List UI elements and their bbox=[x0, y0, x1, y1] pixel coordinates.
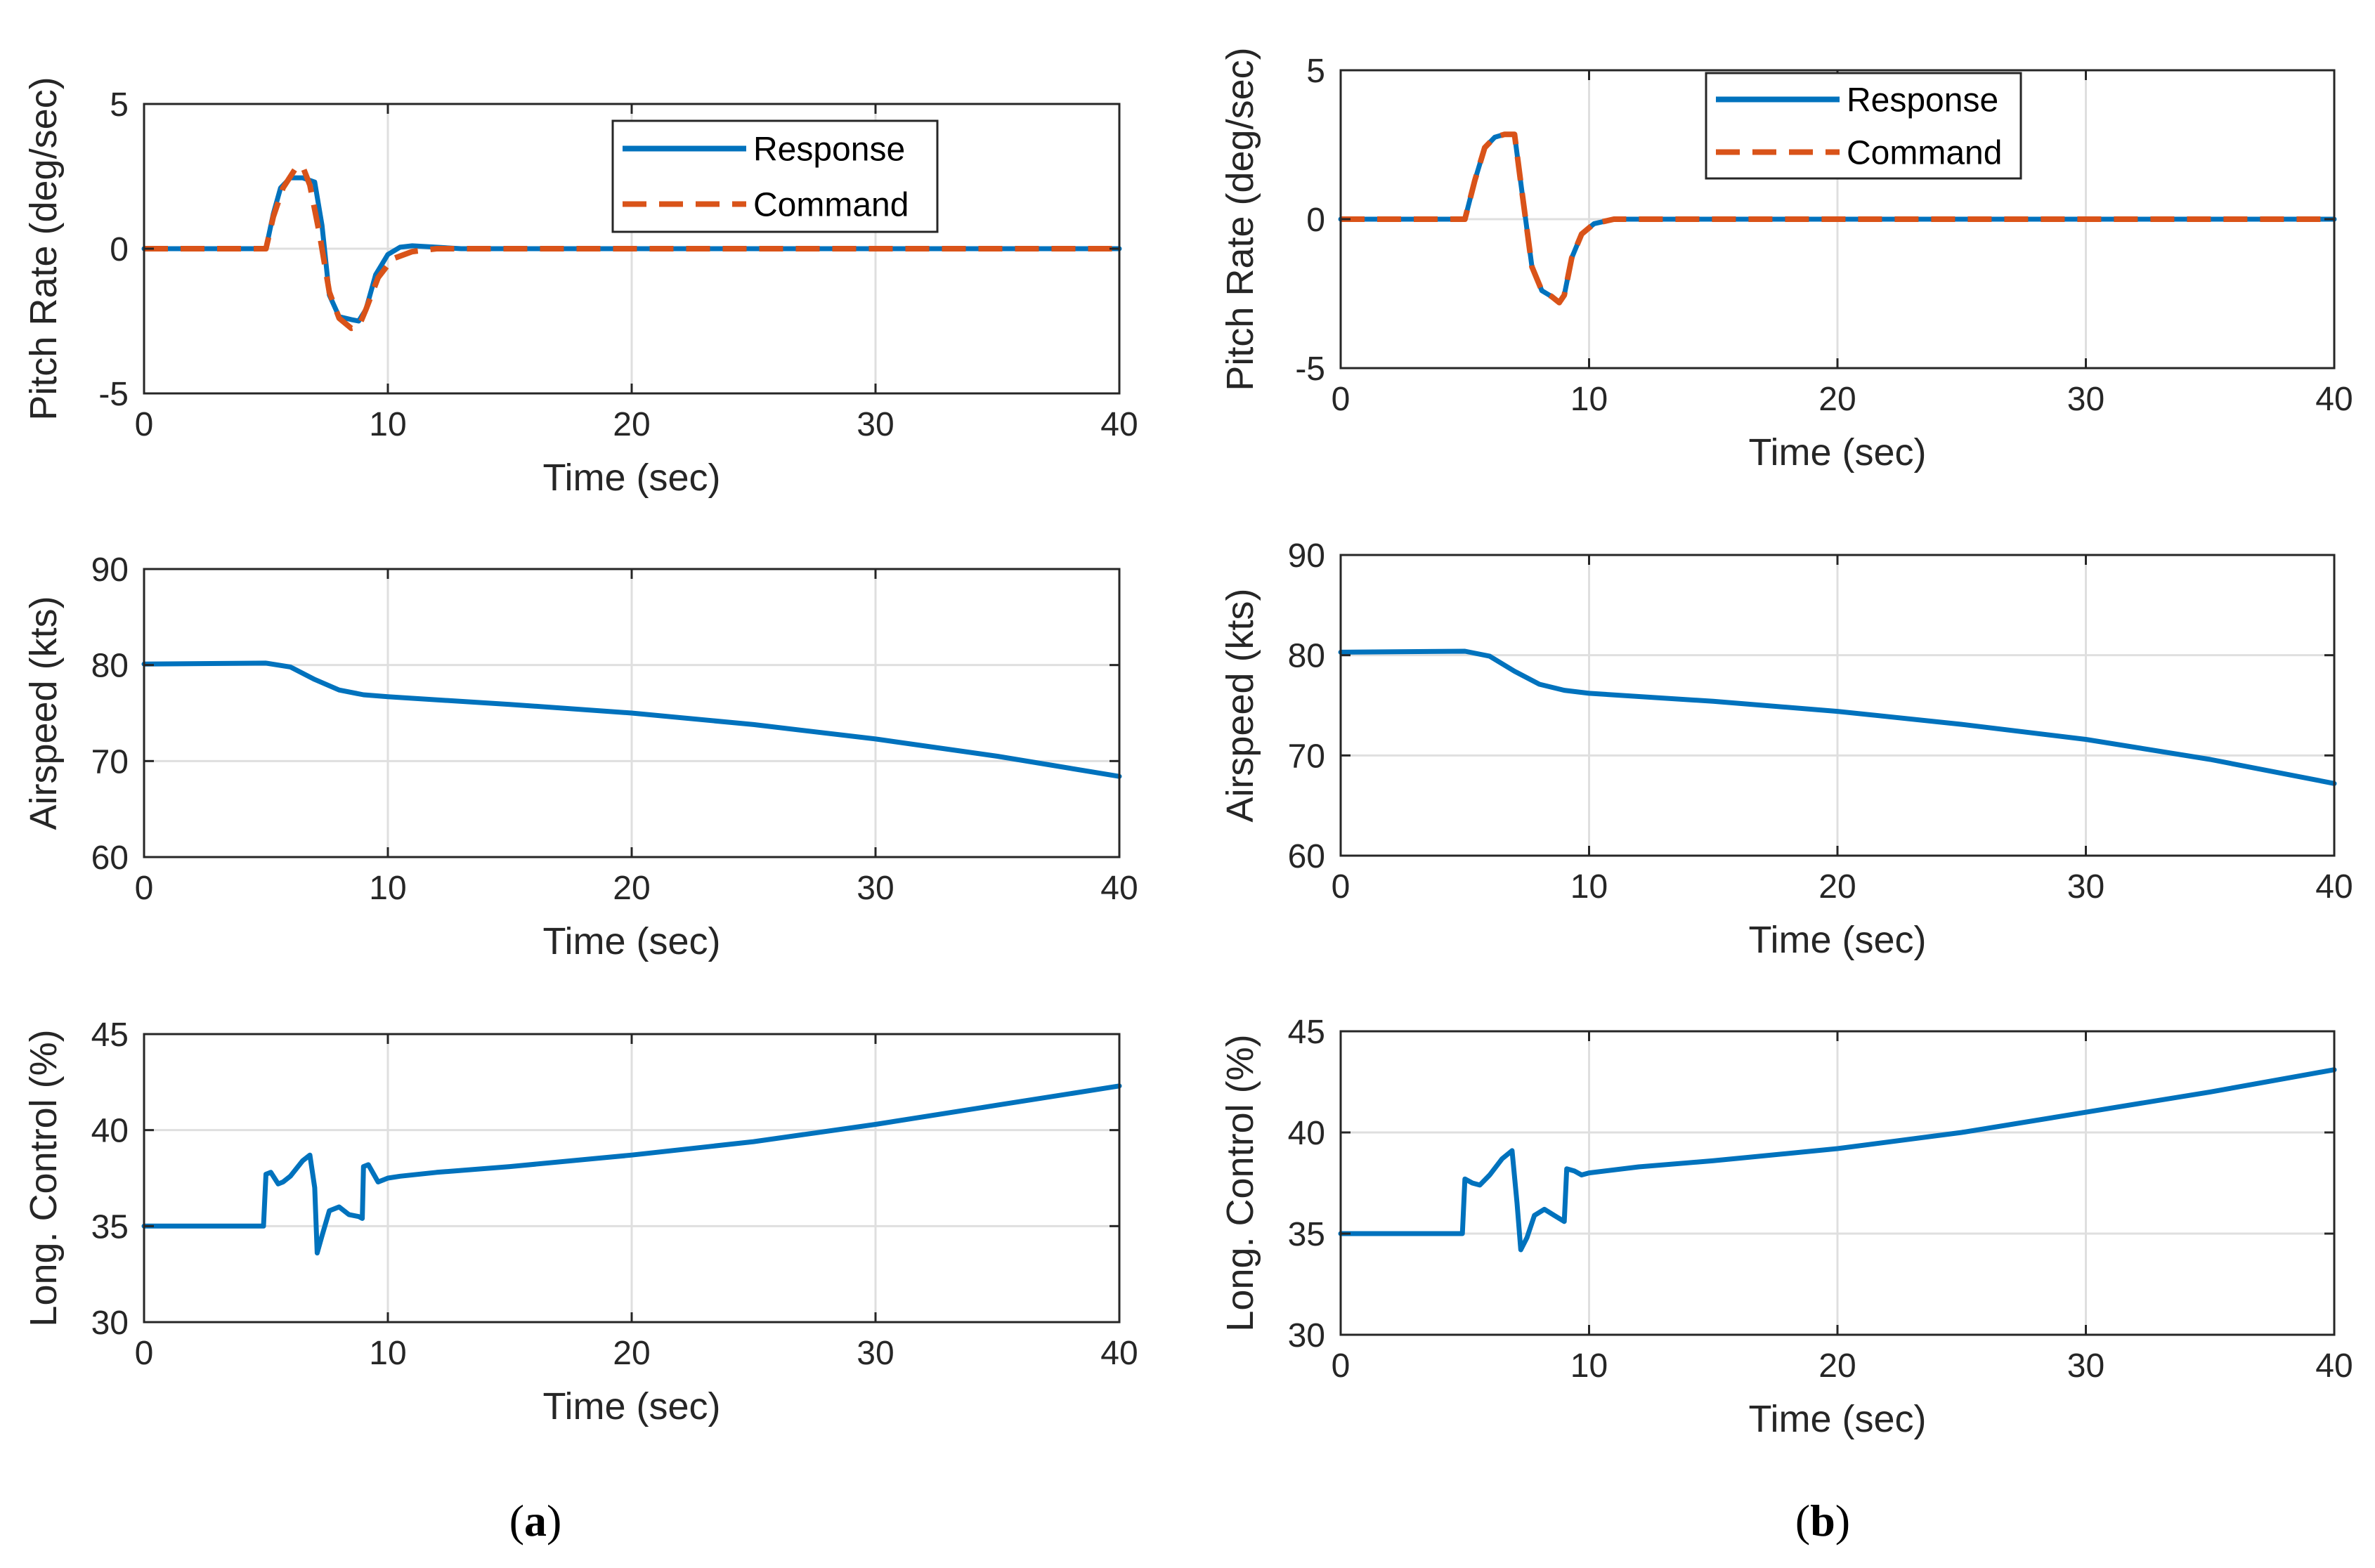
x-tick-label: 30 bbox=[2067, 868, 2104, 906]
series-line-command bbox=[144, 163, 1119, 332]
legend-label-command: Command bbox=[1847, 135, 2002, 172]
x-tick-label: 10 bbox=[1570, 868, 1608, 906]
x-tick-label: 10 bbox=[1570, 1347, 1608, 1385]
series-line-command bbox=[1341, 131, 2334, 306]
y-axis-label: Pitch Rate (deg/sec) bbox=[22, 77, 65, 420]
subplot-b3: 0 10 20 30 40 30 35 40 45 Time (sec) Long. Control… bbox=[1219, 1014, 2353, 1440]
x-tick-label: 20 bbox=[1818, 1347, 1856, 1385]
x-tick-label: 10 bbox=[1570, 381, 1608, 418]
x-tick-label: 40 bbox=[1100, 406, 1138, 443]
y-tick-label: 60 bbox=[91, 839, 129, 877]
y-tick-label: 70 bbox=[1288, 738, 1325, 775]
legend-label-response: Response bbox=[1847, 82, 1998, 119]
y-tick-label: 90 bbox=[91, 551, 129, 589]
series-line-response bbox=[141, 1083, 1122, 1256]
y-tick-label: 35 bbox=[91, 1208, 129, 1246]
series-line-response bbox=[1338, 648, 2337, 786]
y-tick-label: 45 bbox=[1288, 1014, 1325, 1051]
x-axis-label: Time (sec) bbox=[543, 1385, 721, 1427]
x-tick-label: 40 bbox=[2315, 381, 2353, 418]
x-axis-label: Time (sec) bbox=[1749, 431, 1927, 473]
x-axis-label: Time (sec) bbox=[1749, 1398, 1927, 1440]
x-tick-label: 0 bbox=[1332, 1347, 1351, 1385]
y-tick-label: 35 bbox=[1288, 1216, 1325, 1253]
y-axis-label: Long. Control (%) bbox=[22, 1029, 65, 1326]
legend: Response Command bbox=[611, 119, 939, 233]
x-tick-label: 30 bbox=[2067, 381, 2104, 418]
x-axis-label: Time (sec) bbox=[543, 920, 721, 962]
x-tick-label: 10 bbox=[369, 1335, 406, 1372]
x-tick-label: 30 bbox=[857, 1335, 894, 1372]
y-tick-label: 45 bbox=[91, 1017, 129, 1054]
x-tick-label: 0 bbox=[135, 870, 154, 907]
x-tick-label: 20 bbox=[613, 1335, 650, 1372]
x-tick-label: 0 bbox=[1332, 381, 1351, 418]
x-axis-label: Time (sec) bbox=[1749, 919, 1927, 961]
subplot-b2: 0 10 20 30 40 60 70 80 90 Time (sec) Airspeed (kts… bbox=[1219, 537, 2353, 961]
x-axis-label: Time (sec) bbox=[543, 457, 721, 499]
x-tick-label: 20 bbox=[1818, 868, 1856, 906]
y-tick-label: 30 bbox=[1288, 1317, 1325, 1354]
series-line-response bbox=[1338, 1067, 2337, 1253]
legend-label-response: Response bbox=[753, 131, 905, 169]
panel-label-b: (b) bbox=[1795, 1496, 1850, 1546]
x-tick-label: 30 bbox=[857, 870, 894, 907]
x-tick-label: 0 bbox=[135, 1335, 154, 1372]
subplot-a3: 0 10 20 30 40 30 35 40 45 Time (sec) Long. Control… bbox=[22, 1017, 1138, 1427]
series-line-response bbox=[141, 660, 1122, 779]
y-tick-label: 40 bbox=[91, 1113, 129, 1150]
subplot-a2: 0 10 20 30 40 60 70 80 90 Time (sec) Airspeed (kts… bbox=[22, 551, 1138, 962]
y-tick-label: 0 bbox=[1306, 202, 1325, 239]
y-axis-label: Airspeed (kts) bbox=[1219, 588, 1261, 822]
x-tick-label: 20 bbox=[613, 870, 650, 907]
y-tick-label: 90 bbox=[1288, 537, 1325, 575]
y-tick-label: -5 bbox=[1295, 351, 1325, 388]
y-tick-label: 5 bbox=[110, 86, 129, 124]
legend-box bbox=[611, 119, 939, 233]
x-tick-label: 30 bbox=[2067, 1347, 2104, 1385]
x-tick-label: 20 bbox=[613, 406, 650, 443]
y-tick-label: 80 bbox=[91, 648, 129, 685]
x-tick-label: 10 bbox=[369, 870, 406, 907]
y-tick-label: -5 bbox=[98, 376, 129, 413]
x-tick-label: 10 bbox=[369, 406, 406, 443]
legend-label-command: Command bbox=[753, 187, 909, 224]
x-tick-label: 40 bbox=[1100, 1335, 1138, 1372]
y-axis-label: Airspeed (kts) bbox=[22, 596, 65, 830]
y-axis-label: Pitch Rate (deg/sec) bbox=[1219, 47, 1261, 391]
y-tick-label: 40 bbox=[1288, 1115, 1325, 1152]
x-tick-label: 40 bbox=[2315, 1347, 2353, 1385]
y-tick-label: 60 bbox=[1288, 838, 1325, 875]
legend-box bbox=[1705, 72, 2022, 180]
x-tick-label: 30 bbox=[857, 406, 894, 443]
x-tick-label: 40 bbox=[1100, 870, 1138, 907]
x-tick-label: 0 bbox=[135, 406, 154, 443]
y-axis-label: Long. Control (%) bbox=[1219, 1034, 1261, 1331]
legend: Response Command bbox=[1705, 72, 2022, 180]
y-tick-label: 70 bbox=[91, 743, 129, 780]
x-tick-label: 0 bbox=[1332, 868, 1351, 906]
x-tick-label: 20 bbox=[1818, 381, 1856, 418]
y-tick-label: 80 bbox=[1288, 638, 1325, 675]
x-tick-label: 40 bbox=[2315, 868, 2353, 906]
panel-label-a: (a) bbox=[509, 1496, 562, 1546]
y-tick-label: 5 bbox=[1306, 53, 1325, 90]
y-tick-label: 0 bbox=[110, 231, 129, 268]
y-tick-label: 30 bbox=[91, 1305, 129, 1342]
